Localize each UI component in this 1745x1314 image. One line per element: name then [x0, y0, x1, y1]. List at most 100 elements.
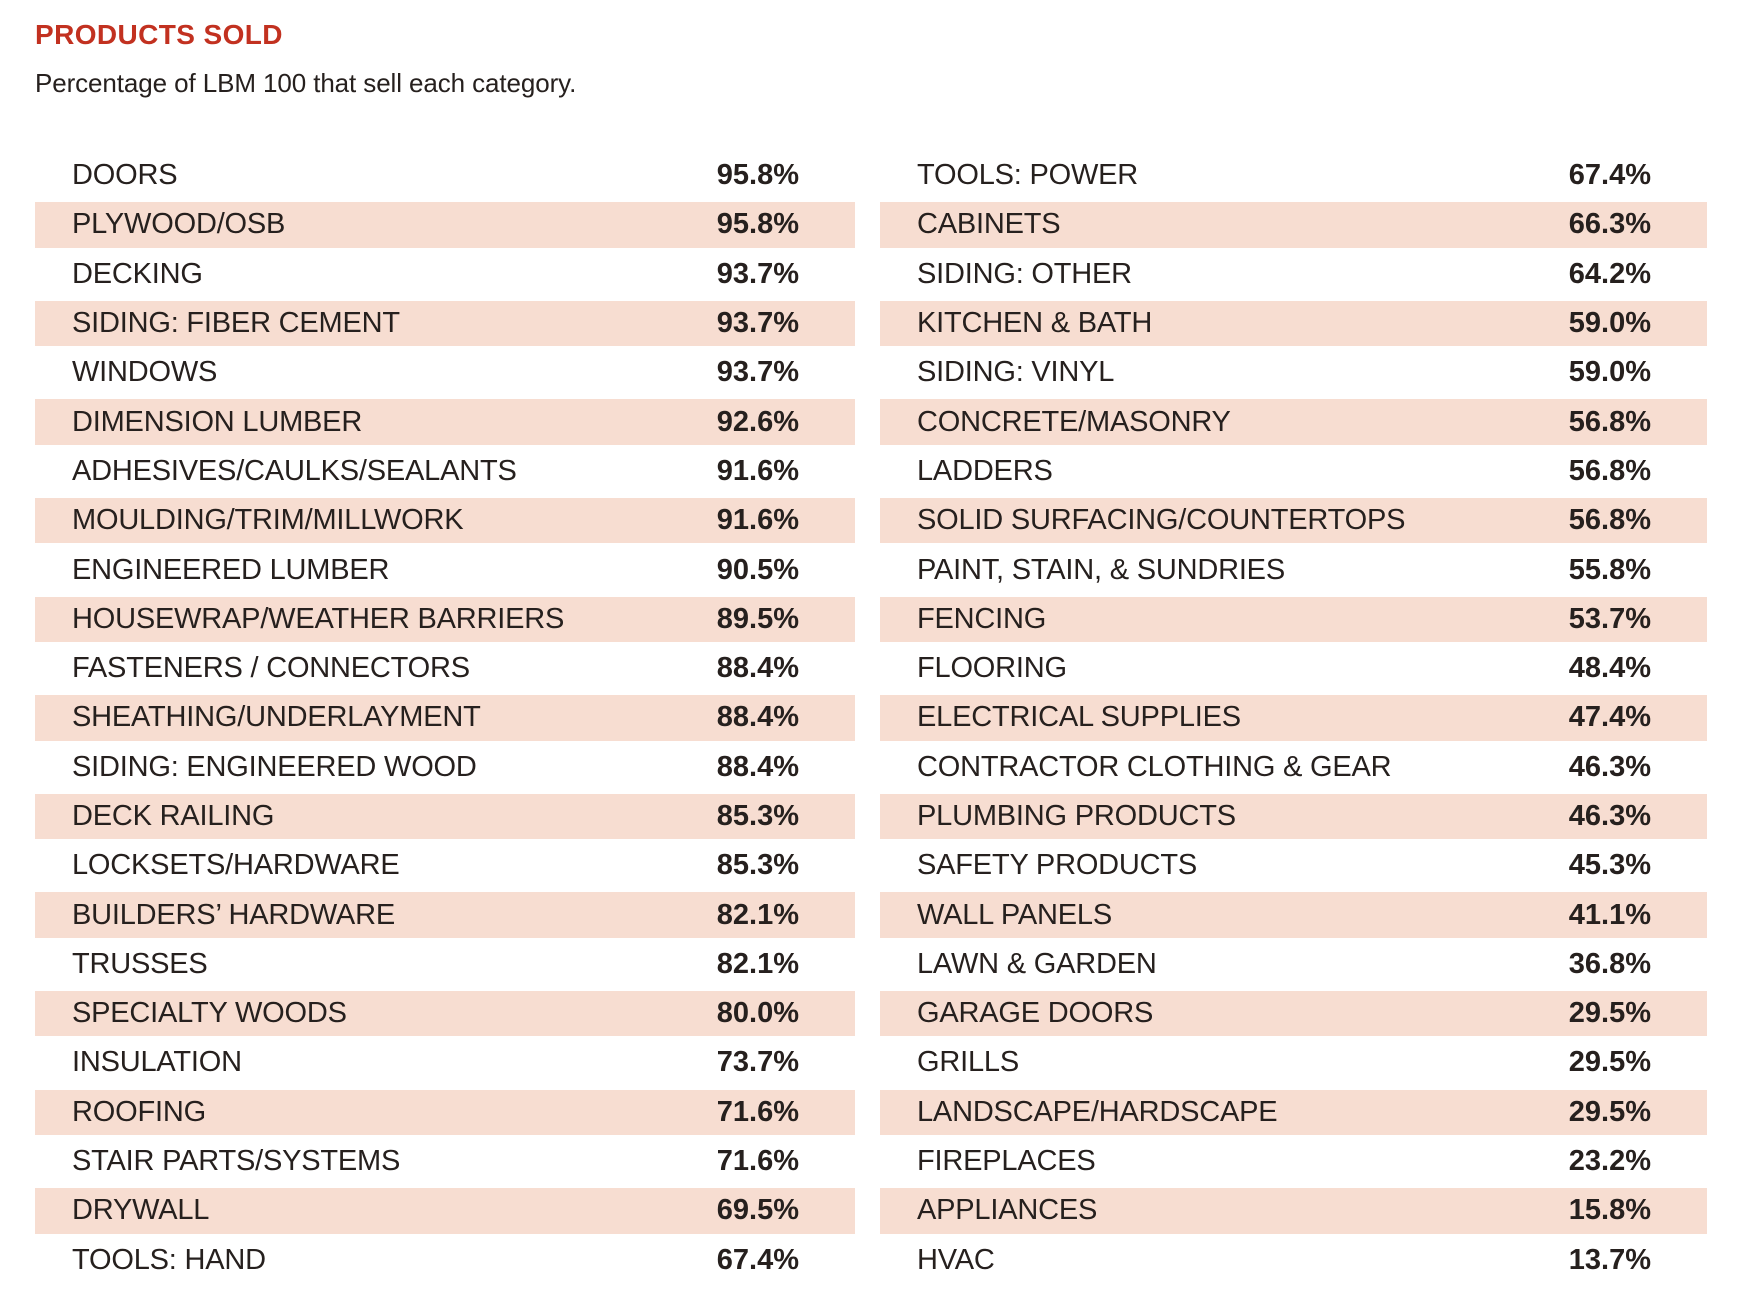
category-value: 85.3% — [716, 849, 799, 882]
category-label: TOOLS: POWER — [917, 159, 1139, 192]
table-row: LOCKSETS/HARDWARE 85.3% — [35, 841, 855, 890]
category-label: SIDING: OTHER — [917, 257, 1132, 290]
category-value: 55.8% — [1568, 553, 1651, 586]
table-row: PLUMBING PRODUCTS 46.3% — [880, 792, 1707, 841]
category-value: 59.0% — [1568, 307, 1651, 340]
table-row: LAWN & GARDEN 36.8% — [880, 940, 1707, 989]
table-row: FLOORING 48.4% — [880, 644, 1707, 693]
category-label: GARAGE DOORS — [917, 997, 1154, 1030]
category-label: LOCKSETS/HARDWARE — [72, 849, 400, 882]
category-value: 23.2% — [1568, 1145, 1651, 1178]
table-row: DRYWALL 69.5% — [35, 1186, 855, 1235]
table-row: CONCRETE/MASONRY 56.8% — [880, 397, 1707, 446]
table-row: TOOLS: POWER 67.4% — [880, 151, 1707, 200]
category-value: 91.6% — [716, 504, 799, 537]
table-row: SIDING: ENGINEERED WOOD 88.4% — [35, 743, 855, 792]
category-label: SHEATHING/UNDERLAYMENT — [72, 701, 481, 734]
table-row: KITCHEN & BATH 59.0% — [880, 299, 1707, 348]
category-value: 67.4% — [716, 1243, 799, 1276]
category-value: 88.4% — [716, 652, 799, 685]
category-label: LADDERS — [917, 454, 1053, 487]
category-label: WALL PANELS — [917, 898, 1112, 931]
category-label: STAIR PARTS/SYSTEMS — [72, 1145, 401, 1178]
category-value: 73.7% — [716, 1046, 799, 1079]
table-row: DOORS 95.8% — [35, 151, 855, 200]
category-label: DIMENSION LUMBER — [72, 405, 363, 438]
category-label: SIDING: VINYL — [917, 356, 1115, 389]
category-value: 69.5% — [716, 1194, 799, 1227]
category-value: 41.1% — [1568, 898, 1651, 931]
category-value: 66.3% — [1568, 208, 1651, 241]
category-label: GRILLS — [917, 1046, 1019, 1079]
category-value: 95.8% — [716, 159, 799, 192]
category-label: PLUMBING PRODUCTS — [917, 800, 1236, 832]
category-label: INSULATION — [72, 1046, 242, 1079]
category-label: TOOLS: HAND — [72, 1243, 266, 1276]
category-label: KITCHEN & BATH — [917, 307, 1153, 340]
category-value: 48.4% — [1568, 652, 1651, 685]
table-row: WALL PANELS 41.1% — [880, 890, 1707, 939]
category-value: 67.4% — [1568, 159, 1651, 192]
category-value: 56.8% — [1568, 454, 1651, 487]
table-row: HVAC 13.7% — [880, 1236, 1707, 1285]
category-label: SPECIALTY WOODS — [72, 997, 347, 1030]
table-row: TRUSSES 82.1% — [35, 940, 855, 989]
category-value: 82.1% — [716, 898, 799, 931]
table-row: SIDING: OTHER 64.2% — [880, 250, 1707, 299]
category-value: 89.5% — [716, 602, 799, 635]
category-label: MOULDING/TRIM/MILLWORK — [72, 504, 464, 537]
category-value: 85.3% — [716, 800, 799, 832]
category-value: 93.7% — [716, 257, 799, 290]
table-row: CONTRACTOR CLOTHING & GEAR 46.3% — [880, 743, 1707, 792]
category-value: 13.7% — [1568, 1243, 1651, 1276]
table-row: FENCING 53.7% — [880, 595, 1707, 644]
table-column-right: TOOLS: POWER 67.4% CABINETS 66.3% SIDING: OT… — [880, 151, 1707, 1285]
table-row: ROOFING 71.6% — [35, 1088, 855, 1137]
table-row: TOOLS: HAND 67.4% — [35, 1236, 855, 1285]
category-value: 92.6% — [716, 405, 799, 438]
category-value: 82.1% — [716, 947, 799, 980]
table-row: GARAGE DOORS 29.5% — [880, 989, 1707, 1038]
category-value: 29.5% — [1568, 1046, 1651, 1079]
category-value: 15.8% — [1568, 1194, 1651, 1227]
category-value: 29.5% — [1568, 1095, 1651, 1128]
table-row: CABINETS 66.3% — [880, 200, 1707, 249]
category-label: SIDING: FIBER CEMENT — [72, 307, 400, 340]
category-label: ELECTRICAL SUPPLIES — [917, 701, 1241, 734]
table-row: APPLIANCES 15.8% — [880, 1186, 1707, 1235]
category-label: WINDOWS — [72, 356, 218, 389]
table-row: ENGINEERED LUMBER 90.5% — [35, 545, 855, 594]
category-value: 71.6% — [716, 1145, 799, 1178]
category-label: TRUSSES — [72, 947, 208, 980]
table-row: MOULDING/TRIM/MILLWORK 91.6% — [35, 496, 855, 545]
table-row: SIDING: VINYL 59.0% — [880, 348, 1707, 397]
table-row: PLYWOOD/OSB 95.8% — [35, 200, 855, 249]
category-label: SOLID SURFACING/COUNTERTOPS — [917, 504, 1406, 537]
category-label: FENCING — [917, 602, 1047, 635]
category-value: 95.8% — [716, 208, 799, 241]
category-value: 36.8% — [1568, 947, 1651, 980]
table-row: SOLID SURFACING/COUNTERTOPS 56.8% — [880, 496, 1707, 545]
category-value: 71.6% — [716, 1095, 799, 1128]
table-row: SIDING: FIBER CEMENT 93.7% — [35, 299, 855, 348]
category-label: DRYWALL — [72, 1194, 210, 1227]
page-title: PRODUCTS SOLD — [35, 19, 283, 50]
category-value: 59.0% — [1568, 356, 1651, 389]
category-value: 88.4% — [716, 750, 799, 783]
category-label: ROOFING — [72, 1095, 206, 1128]
table-row: SHEATHING/UNDERLAYMENT 88.4% — [35, 693, 855, 742]
table-row: BUILDERS’ HARDWARE 82.1% — [35, 890, 855, 939]
category-value: 53.7% — [1568, 602, 1651, 635]
category-label: FASTENERS / CONNECTORS — [72, 652, 470, 685]
category-value: 45.3% — [1568, 849, 1651, 882]
category-label: FIREPLACES — [917, 1145, 1096, 1178]
table-row: ELECTRICAL SUPPLIES 47.4% — [880, 693, 1707, 742]
table-row: INSULATION 73.7% — [35, 1038, 855, 1087]
category-label: CONTRACTOR CLOTHING & GEAR — [917, 750, 1392, 783]
category-label: CABINETS — [917, 208, 1061, 241]
table-row: WINDOWS 93.7% — [35, 348, 855, 397]
table-row: DIMENSION LUMBER 92.6% — [35, 397, 855, 446]
category-value: 90.5% — [716, 553, 799, 586]
category-label: HOUSEWRAP/WEATHER BARRIERS — [72, 602, 565, 635]
category-label: ENGINEERED LUMBER — [72, 553, 390, 586]
